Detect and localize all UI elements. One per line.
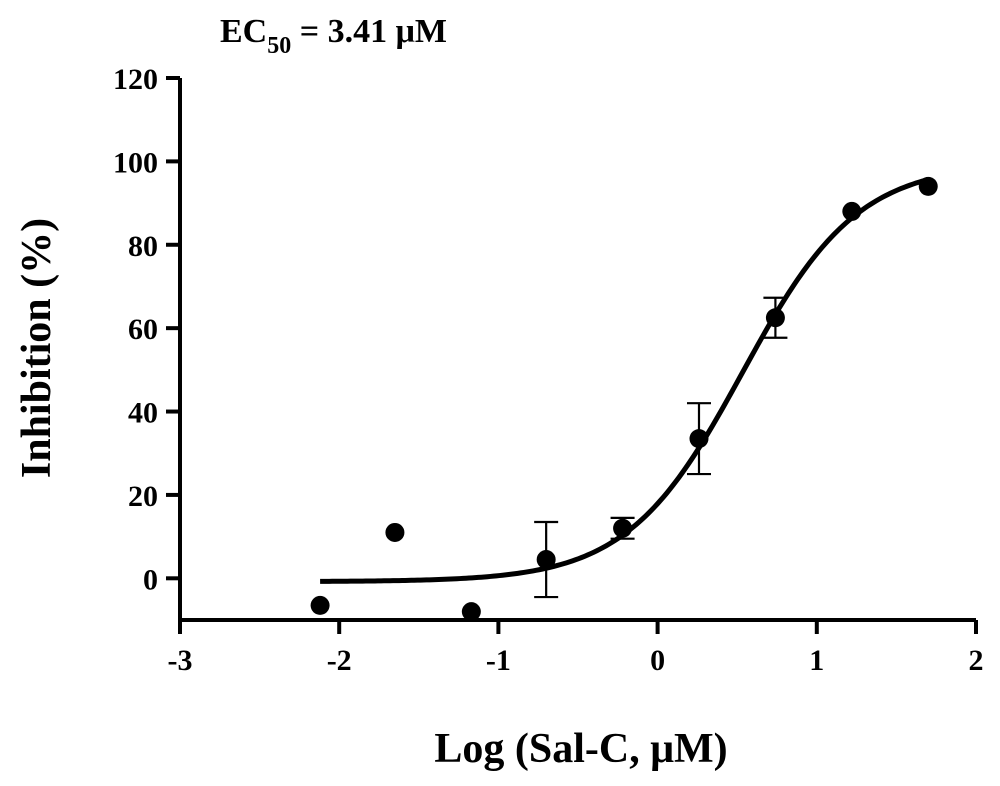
y-tick-label: 120: [113, 63, 158, 96]
x-tick-label: -3: [168, 644, 193, 677]
y-axis-label: Inhibition (%): [14, 218, 60, 478]
title-subscript: 50: [267, 33, 291, 59]
data-point: [536, 550, 556, 570]
error-bars-layer: [534, 296, 788, 599]
title-suffix: = 3.41 μM: [291, 13, 447, 50]
data-point: [461, 602, 481, 622]
y-tick-label: 80: [128, 230, 158, 263]
y-tick-label: 40: [128, 397, 158, 430]
y-tick-label: 20: [128, 480, 158, 513]
x-tick-label: -1: [486, 644, 511, 677]
y-tick-label: 60: [128, 313, 158, 346]
y-tick-label: 100: [113, 146, 158, 179]
data-point: [918, 176, 938, 196]
data-point: [310, 595, 330, 615]
data-point: [765, 308, 785, 328]
data-point: [385, 522, 405, 542]
data-point: [842, 201, 862, 221]
x-tick-label: 1: [809, 644, 824, 677]
title-prefix: EC: [220, 13, 267, 50]
data-points-layer: [310, 176, 938, 622]
x-tick-label: -2: [327, 644, 352, 677]
x-tick-label: 2: [969, 644, 984, 677]
chart-title: EC50 = 3.41 μM: [220, 13, 447, 59]
data-point: [613, 518, 633, 538]
y-tick-label: 0: [143, 563, 158, 596]
x-tick-label: 0: [650, 644, 665, 677]
x-axis-label: Log (Sal-C, μM): [434, 726, 727, 772]
data-point: [689, 429, 709, 449]
